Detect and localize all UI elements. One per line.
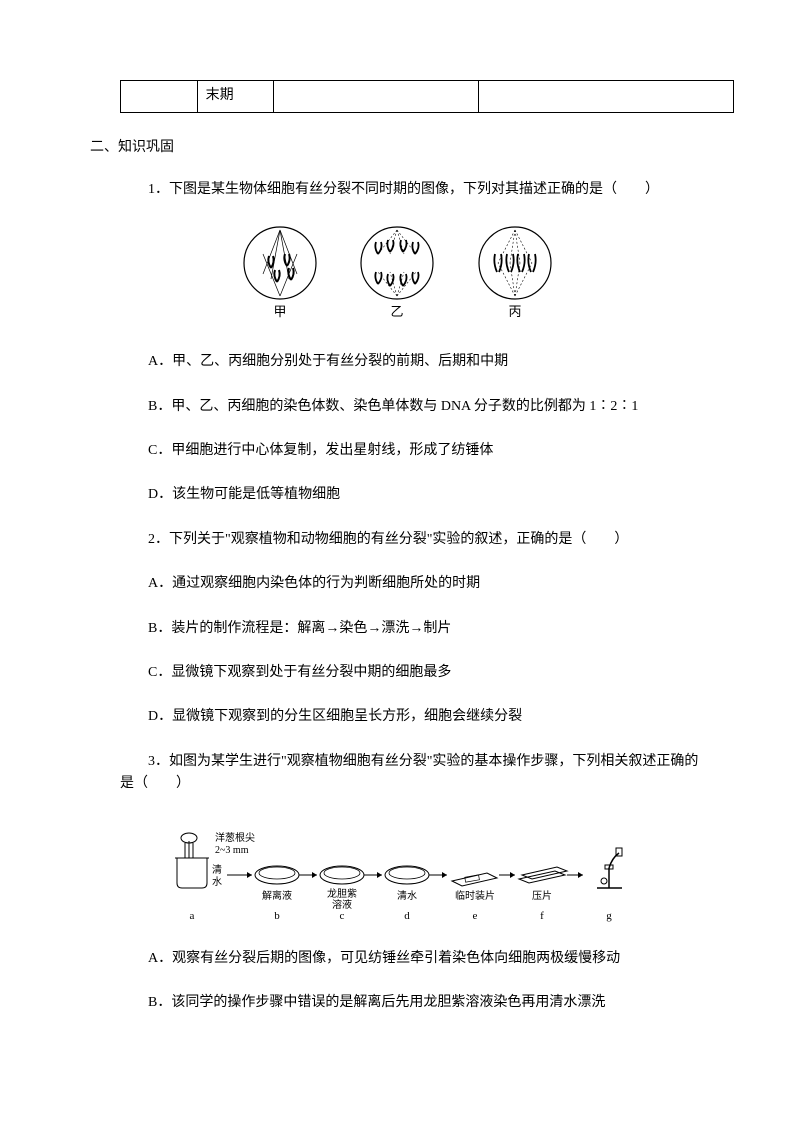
q2-option-c: C．显微镜下观察到处于有丝分裂中期的细胞最多 — [120, 662, 704, 684]
svg-text:b: b — [274, 910, 280, 922]
svg-text:临时装片: 临时装片 — [455, 889, 495, 902]
q1-option-b: B．甲、乙、丙细胞的染色体数、染色单体数与 DNA 分子数的比例都为 1∶2∶1 — [120, 396, 704, 418]
q3-flow-diagram: 洋葱根尖 2~3 mm 清 水 解离液 龙胆紫 溶液 清水 临时装片 — [90, 813, 704, 931]
q1-option-a: A．甲、乙、丙细胞分别处于有丝分裂的前期、后期和中期 — [120, 351, 704, 373]
q3-option-b: B．该同学的操作步骤中错误的是解离后先用龙胆紫溶液染色再用清水漂洗 — [120, 992, 704, 1014]
svg-text:e: e — [473, 910, 478, 922]
cell-1 — [121, 81, 198, 113]
svg-text:压片: 压片 — [532, 889, 552, 902]
svg-text:丙: 丙 — [508, 304, 521, 319]
question-3-line1: 3．如图为某学生进行"观察植物细胞有丝分裂"实验的基本操作步骤，下列相关叙述正确… — [120, 751, 704, 796]
table-row: 末期 — [121, 81, 734, 113]
question-1: 1．下图是某生物体细胞有丝分裂不同时期的图像，下列对其描述正确的是（ ） — [120, 179, 704, 201]
q1-figures: 甲 乙 丙 — [90, 224, 704, 327]
svg-text:水: 水 — [212, 876, 222, 888]
svg-text:g: g — [606, 910, 612, 922]
q2-option-d: D．显微镜下观察到的分生区细胞呈长方形，细胞会继续分裂 — [120, 706, 704, 728]
svg-text:a: a — [190, 910, 195, 922]
cell-diagram-jia: 甲 — [241, 224, 319, 319]
svg-text:2~3 mm: 2~3 mm — [215, 845, 249, 856]
svg-text:c: c — [340, 910, 345, 922]
svg-text:甲: 甲 — [273, 304, 286, 319]
svg-text:清水: 清水 — [397, 889, 417, 902]
section-title: 二、知识巩固 — [90, 137, 704, 159]
svg-text:乙: 乙 — [390, 304, 403, 319]
question-2: 2．下列关于"观察植物和动物细胞的有丝分裂"实验的叙述，正确的是（ ） — [120, 529, 704, 551]
q2-option-b: B．装片的制作流程是：解离→染色→漂洗→制片 — [120, 618, 704, 640]
svg-text:清: 清 — [212, 863, 222, 876]
svg-text:龙胆紫: 龙胆紫 — [327, 887, 357, 900]
svg-text:解离液: 解离液 — [262, 889, 292, 902]
q1-option-d: D．该生物可能是低等植物细胞 — [120, 484, 704, 506]
cell-diagram-bing: 丙 — [476, 224, 554, 319]
q3-text: 3．如图为某学生进行"观察植物细胞有丝分裂"实验的基本操作步骤，下列相关叙述正确… — [120, 754, 698, 791]
cell-2: 末期 — [197, 81, 274, 113]
cell-4 — [478, 81, 733, 113]
svg-text:d: d — [404, 910, 410, 922]
svg-text:f: f — [540, 910, 544, 922]
flow-svg: 洋葱根尖 2~3 mm 清 水 解离液 龙胆紫 溶液 清水 临时装片 — [157, 813, 637, 923]
q2-option-a: A．通过观察细胞内染色体的行为判断细胞所处的时期 — [120, 573, 704, 595]
svg-text:洋葱根尖: 洋葱根尖 — [215, 831, 255, 844]
q3-option-a: A．观察有丝分裂后期的图像，可见纺锤丝牵引着染色体向细胞两极缓慢移动 — [120, 948, 704, 970]
cell-3 — [274, 81, 478, 113]
cell-diagram-yi: 乙 — [358, 224, 436, 319]
phase-table: 末期 — [90, 80, 704, 113]
q1-option-c: C．甲细胞进行中心体复制，发出星射线，形成了纺锤体 — [120, 440, 704, 462]
